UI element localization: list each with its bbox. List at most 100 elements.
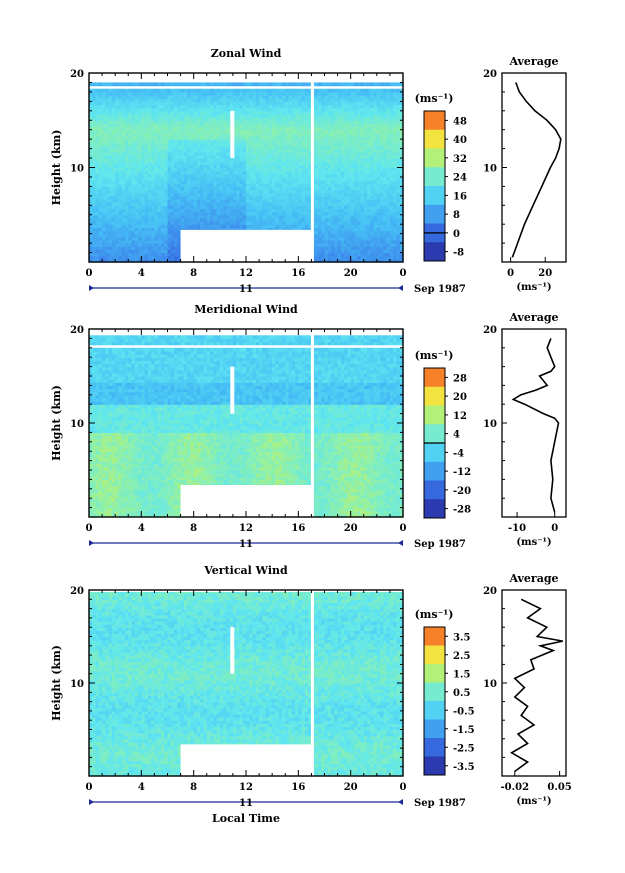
heatmap-cell xyxy=(386,186,391,191)
heatmap-cell xyxy=(389,199,394,203)
heatmap-cell xyxy=(177,139,182,143)
heatmap-cell xyxy=(350,142,355,147)
heatmap-cell xyxy=(249,126,254,131)
heatmap-cell xyxy=(340,110,345,115)
heatmap-cell xyxy=(324,189,329,194)
heatmap-cell xyxy=(232,170,237,175)
heatmap-cell xyxy=(331,180,335,184)
heatmap-cell xyxy=(331,151,335,156)
heatmap-cell xyxy=(128,180,133,184)
heatmap-cell xyxy=(373,170,378,175)
heatmap-cell xyxy=(399,126,404,131)
heatmap-cell xyxy=(154,243,159,247)
heatmap-cell xyxy=(131,208,136,213)
heatmap-cell xyxy=(321,258,326,263)
heatmap-cell xyxy=(193,224,198,228)
heatmap-cell xyxy=(203,129,208,134)
heatmap-cell xyxy=(157,183,162,187)
heatmap-cell xyxy=(187,217,191,222)
heatmap-cell xyxy=(92,120,97,124)
heatmap-cell xyxy=(331,227,335,232)
heatmap-cell xyxy=(353,233,358,238)
heatmap-cell xyxy=(151,126,156,131)
heatmap-cell xyxy=(291,176,296,181)
heatmap-cell xyxy=(321,145,326,150)
heatmap-cell xyxy=(393,211,398,216)
heatmap-cell xyxy=(275,214,280,219)
heatmap-cell xyxy=(317,208,322,213)
heatmap-cell xyxy=(134,249,139,254)
heatmap-cell xyxy=(373,205,378,210)
heatmap-cell xyxy=(268,117,273,121)
heatmap-cell xyxy=(363,161,368,165)
heatmap-cell xyxy=(121,113,126,118)
heatmap-cell xyxy=(317,217,322,222)
heatmap-cell xyxy=(285,208,290,213)
heatmap-cell xyxy=(200,202,205,206)
heatmap-cell xyxy=(121,110,126,115)
heatmap-cell xyxy=(357,258,362,263)
heatmap-cell xyxy=(210,211,214,216)
heatmap-cell xyxy=(174,224,178,228)
heatmap-cell xyxy=(154,214,159,219)
heatmap-cell xyxy=(288,117,293,121)
heatmap-cell xyxy=(154,142,159,147)
heatmap-cell xyxy=(334,126,339,131)
heatmap-cell xyxy=(350,208,355,213)
heatmap-cell xyxy=(144,195,149,200)
heatmap-cell xyxy=(350,136,355,140)
heatmap-cell xyxy=(363,180,368,184)
heatmap-cell xyxy=(111,192,116,197)
heatmap-cell xyxy=(347,258,352,263)
heatmap-cell xyxy=(134,126,139,131)
heatmap-cell xyxy=(380,110,384,115)
heatmap-cell xyxy=(144,170,149,175)
heatmap-cell xyxy=(144,113,149,118)
heatmap-cell xyxy=(353,139,358,143)
heatmap-cell xyxy=(170,154,175,159)
heatmap-cell xyxy=(115,189,120,194)
heatmap-cell xyxy=(242,170,247,175)
heatmap-cell xyxy=(367,136,371,140)
heatmap-cell xyxy=(239,110,244,115)
heatmap-cell xyxy=(239,154,244,159)
heatmap-cell xyxy=(121,167,126,172)
heatmap-cell xyxy=(262,217,267,222)
heatmap-cell xyxy=(144,189,149,194)
heatmap-cell xyxy=(265,139,270,143)
heatmap-cell xyxy=(370,214,375,219)
heatmap-cell xyxy=(386,145,391,150)
heatmap-cell xyxy=(370,211,375,216)
heatmap-cell xyxy=(92,189,97,194)
heatmap-cell xyxy=(376,154,381,159)
heatmap-cell xyxy=(98,167,103,172)
heatmap-cell xyxy=(373,230,378,235)
heatmap-cell xyxy=(141,192,146,197)
heatmap-cell xyxy=(252,224,257,228)
heatmap-cell xyxy=(386,239,391,244)
heatmap-cell xyxy=(324,142,329,147)
heatmap-cell xyxy=(376,151,381,156)
heatmap-cell xyxy=(383,221,388,225)
heatmap-cell xyxy=(170,110,175,115)
heatmap-cell xyxy=(111,211,116,216)
heatmap-cell xyxy=(206,154,211,159)
heatmap-cell xyxy=(160,233,165,238)
heatmap-cell xyxy=(131,183,136,187)
heatmap-cell xyxy=(105,117,110,121)
heatmap-cell xyxy=(210,227,214,232)
heatmap-cell xyxy=(376,217,381,222)
heatmap-cell xyxy=(229,161,234,165)
heatmap-cell xyxy=(206,161,211,165)
heatmap-cell xyxy=(131,154,136,159)
heatmap-cell xyxy=(246,132,250,137)
heatmap-cell xyxy=(134,217,139,222)
heatmap-cell xyxy=(236,208,241,213)
heatmap-cell xyxy=(216,211,221,216)
heatmap-cell xyxy=(396,120,401,124)
heatmap-cell xyxy=(246,214,250,219)
heatmap-cell xyxy=(317,120,322,124)
heatmap-cell xyxy=(213,139,218,143)
heatmap-cell xyxy=(360,195,365,200)
heatmap-cell xyxy=(259,136,263,140)
